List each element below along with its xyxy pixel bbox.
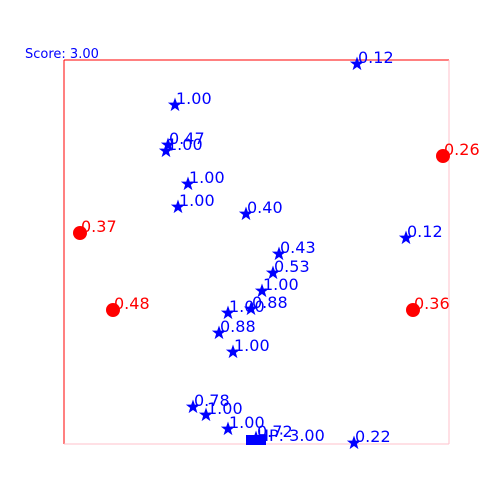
score-readout: Score: 3.00: [25, 47, 99, 62]
hazard-circle-icon: [406, 303, 420, 317]
star-icon: [185, 399, 201, 414]
star-value-label: 1.00: [189, 168, 225, 187]
hazard-circle-icon: [73, 226, 87, 240]
star-icon: [220, 421, 236, 436]
star-value-label: 0.53: [274, 257, 310, 276]
star-value-label: 0.12: [358, 48, 394, 67]
star-value-label: 0.78: [194, 391, 230, 410]
star-icon: [265, 265, 281, 280]
star-icon: [243, 301, 259, 316]
star-icon: [398, 230, 414, 245]
hazard-value-label: 0.36: [414, 294, 450, 313]
star-icon: [211, 325, 227, 340]
star-icon: [180, 176, 196, 191]
star-value-label: 0.43: [280, 238, 316, 257]
star-icon: [238, 206, 254, 221]
star-value-label: 1.00: [179, 191, 215, 210]
star-icon: [160, 137, 176, 152]
star-value-label: 1.00: [234, 336, 270, 355]
arena-border: [63, 59, 450, 445]
star-value-label: 0.12: [407, 222, 443, 241]
star-icon: [158, 143, 174, 158]
player-square-icon: [246, 435, 266, 445]
hazard-value-label: 0.26: [444, 140, 480, 159]
star-icon: [225, 344, 241, 359]
hazard-circle-icon: [436, 149, 450, 163]
star-value-label: 0.88: [252, 293, 288, 312]
star-value-label: 0.22: [355, 427, 391, 446]
star-icon: [198, 407, 214, 422]
player-layer: HP: 3.00: [246, 426, 325, 445]
star-icon: [170, 199, 186, 214]
star-value-label: 1.00: [167, 135, 203, 154]
star-icon: [167, 97, 183, 112]
hazard-value-label: 0.48: [114, 294, 150, 313]
star-icon: [271, 246, 287, 261]
star-layer: 0.121.000.471.001.001.00 0.400.120.430.53…: [158, 48, 443, 450]
star-value-label: 1.00: [263, 275, 299, 294]
hazard-circle-icon: [106, 303, 120, 317]
hazard-value-label: 0.37: [81, 217, 117, 236]
star-value-label: 0.40: [247, 198, 283, 217]
player-hp-label: HP: 3.00: [257, 426, 325, 445]
star-value-label: 0.47: [169, 129, 205, 148]
star-value-label: 1.00: [176, 89, 212, 108]
star-value-label: 1.00: [229, 297, 265, 316]
star-icon: [346, 435, 362, 450]
star-icon: [220, 305, 236, 320]
star-icon: [254, 283, 270, 298]
star-value-label: 1.00: [207, 399, 243, 418]
star-icon: [349, 56, 365, 71]
star-value-label: 1.00: [229, 413, 265, 432]
star-value-label: 0.88: [220, 317, 256, 336]
hazard-layer: 0.26 0.37 0.48 0.36: [73, 140, 480, 317]
